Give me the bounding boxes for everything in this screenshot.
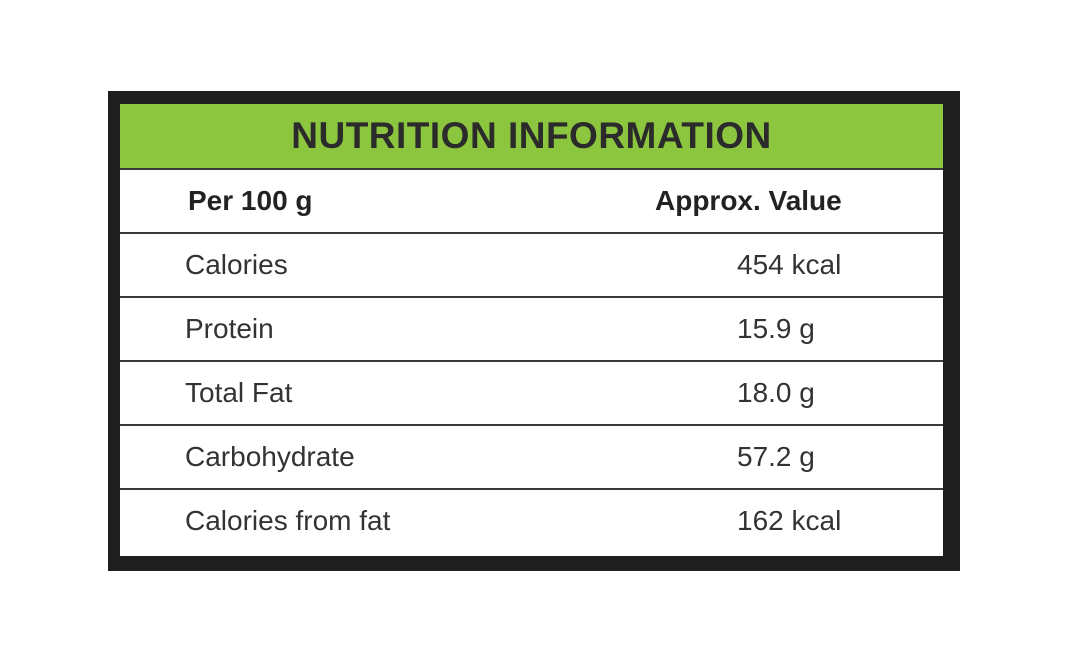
table-frame: NUTRITION INFORMATION Per 100 g Approx. V… [108, 91, 960, 571]
header-cell: Per 100 g [188, 185, 313, 216]
cell: 18.0 g [737, 377, 815, 408]
cell: 57.2 g [737, 441, 815, 472]
table-row: Carbohydrate 57.2 g [120, 424, 943, 488]
cell: Calories from fat [185, 505, 391, 536]
table-row: Calories from fat 162 kcal [120, 488, 943, 552]
header-row: Per 100 g Approx. Value [120, 168, 943, 232]
cell: Protein [185, 313, 274, 344]
header-cell: Approx. Value [655, 185, 842, 216]
cell: Calories [185, 249, 288, 280]
table-row: Total Fat 18.0 g [120, 360, 943, 424]
cell: 454 kcal [737, 249, 842, 280]
table-row: Protein 15.9 g [120, 296, 943, 360]
cell: 162 kcal [737, 505, 842, 536]
table: NUTRITION INFORMATION Per 100 g Approx. V… [120, 104, 943, 556]
cell: 15.9 g [737, 313, 815, 344]
title: NUTRITION INFORMATION [291, 115, 772, 156]
table-row: Calories 454 kcal [120, 232, 943, 296]
cell: Carbohydrate [185, 441, 355, 472]
cell: Total Fat [185, 377, 293, 408]
title-bar: NUTRITION INFORMATION [120, 104, 943, 168]
